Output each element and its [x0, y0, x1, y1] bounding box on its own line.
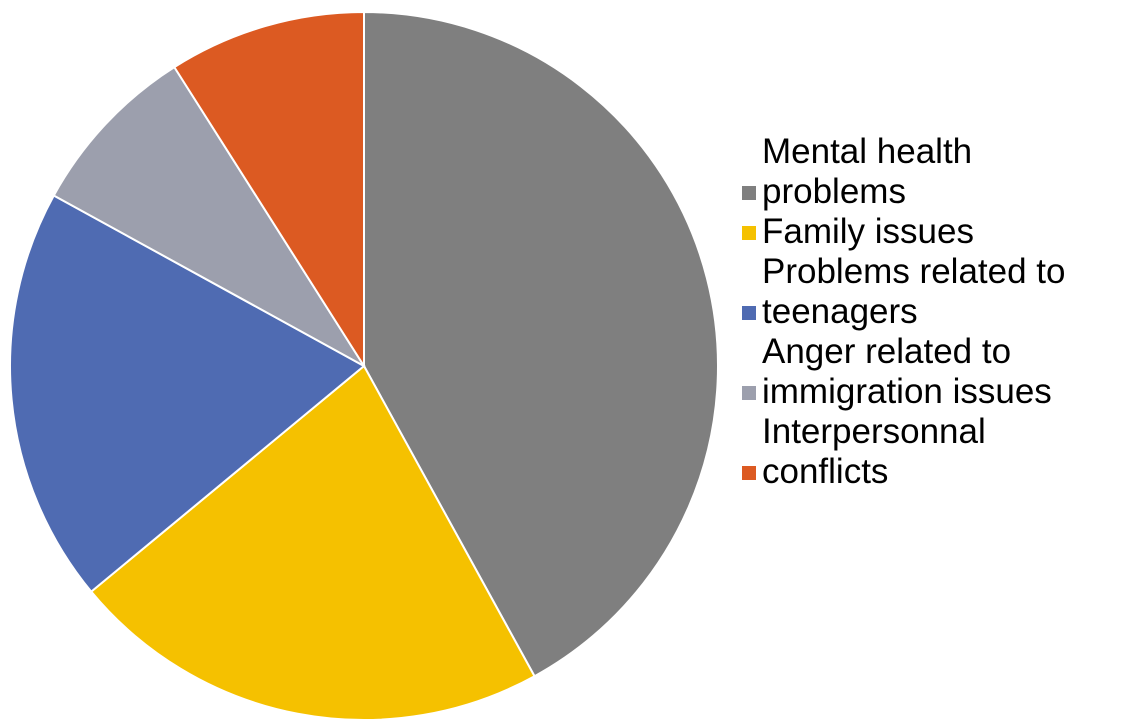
pie-slice-mental-health	[363, 10, 719, 678]
legend-item-family-issues: Family issues	[742, 212, 1114, 252]
legend-label-family-issues: Family issues	[762, 212, 974, 251]
legend-swatch-family-issues	[742, 226, 756, 240]
legend-item-mental-health: Mental health problems	[742, 132, 1114, 212]
legend-label-teenagers: Problems related to teenagers	[762, 252, 1066, 331]
legend-label-immigration: Anger related to immigration issues	[762, 332, 1052, 411]
legend: Mental health problems Family issues Pro…	[742, 132, 1114, 492]
pie-slice-immigration	[52, 65, 365, 367]
legend-label-mental-health: Mental health problems	[762, 132, 973, 211]
legend-item-teenagers: Problems related to teenagers	[742, 252, 1114, 332]
pie-slice-teenagers	[9, 194, 366, 594]
legend-swatch-interpersonal	[742, 466, 756, 480]
legend-item-interpersonal: Interpersonnal conflicts	[742, 412, 1114, 492]
legend-label-interpersonal: Interpersonnal conflicts	[762, 412, 986, 491]
legend-swatch-immigration	[742, 386, 756, 400]
legend-swatch-teenagers	[742, 306, 756, 320]
legend-item-immigration: Anger related to immigration issues	[742, 332, 1114, 412]
pie-slice-interpersonal	[172, 10, 365, 370]
pie-slice-family-issues	[89, 364, 536, 721]
legend-swatch-mental-health	[742, 186, 756, 200]
